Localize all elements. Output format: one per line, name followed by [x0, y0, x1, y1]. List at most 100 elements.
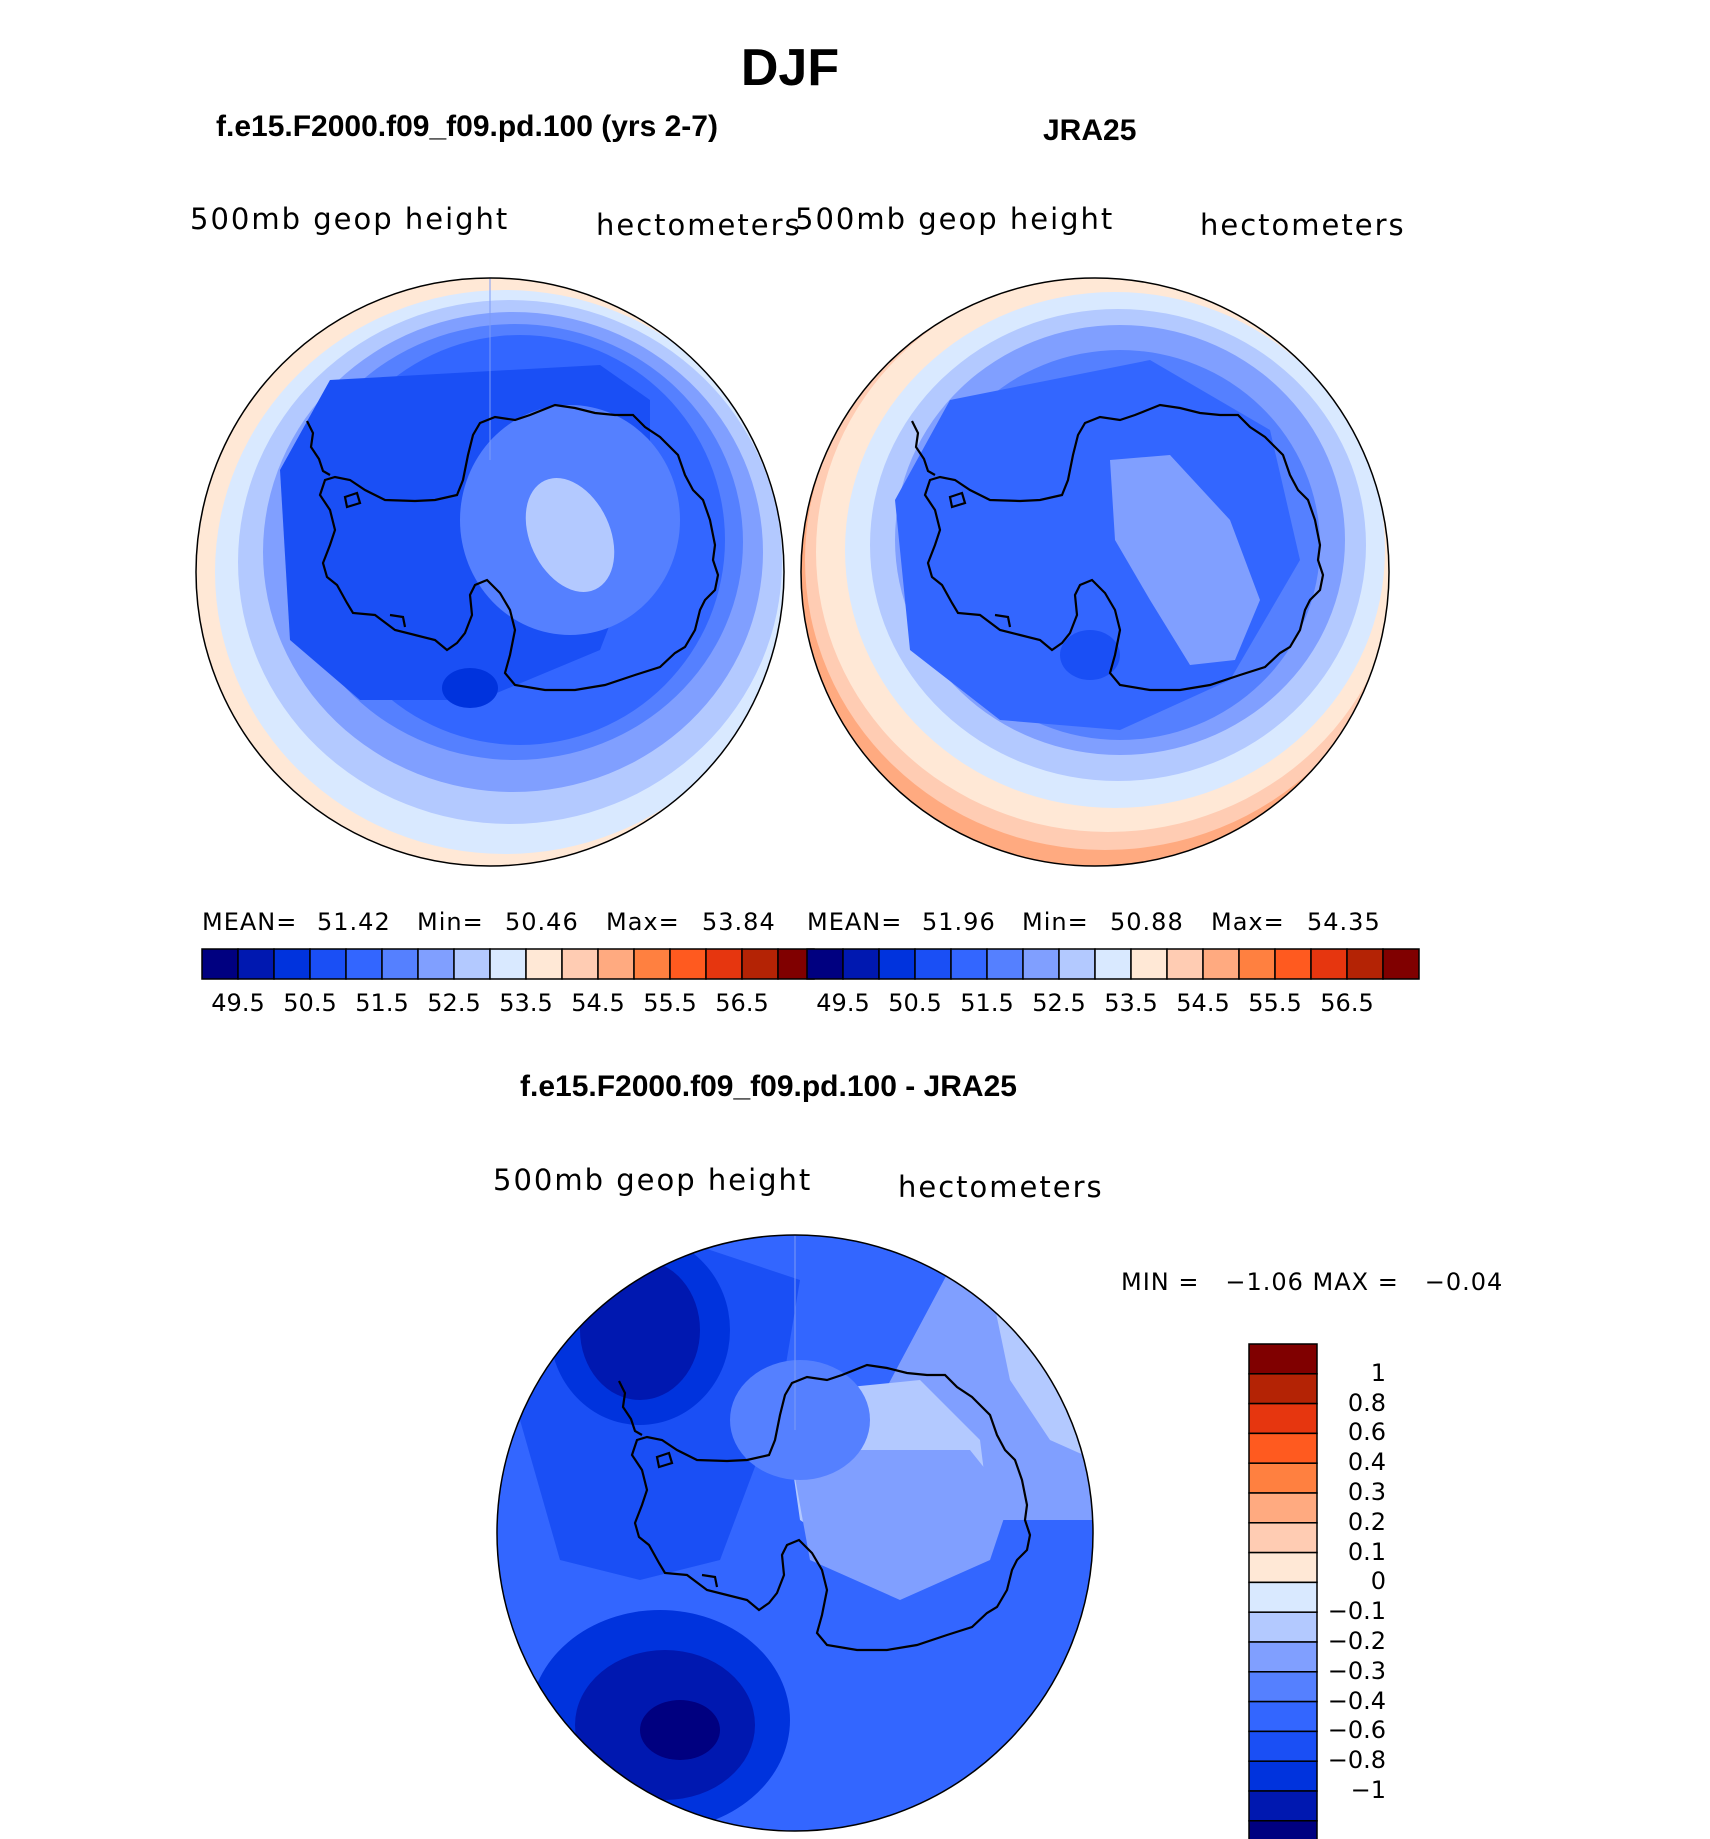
panel2-units-label: hectometers	[1200, 208, 1406, 242]
diff-field-label: 500mb geop height	[493, 1163, 813, 1197]
panel2-mean-value: 51.96	[922, 908, 996, 936]
colorbar-tick-label: 53.5	[499, 989, 553, 1017]
colorbar-swatch	[1248, 1373, 1318, 1405]
colorbar-swatch	[1248, 1343, 1318, 1375]
colorbar-swatch	[806, 948, 844, 980]
panel2-map	[801, 278, 1389, 866]
colorbar-swatch	[525, 948, 563, 980]
panel1-map	[196, 278, 784, 866]
colorbar-tick-label: 1	[1370, 1358, 1386, 1387]
figure-title: DJF	[740, 39, 840, 97]
colorbar-tick-label: 51.5	[960, 989, 1014, 1017]
colorbar-tick-label: 49.5	[816, 989, 870, 1017]
panel1-subtitle: f.e15.F2000.f09_f09.pd.100 (yrs 2-7)	[216, 110, 718, 143]
colorbar-tick-label: 50.5	[888, 989, 942, 1017]
colorbar-swatch	[1248, 1671, 1318, 1703]
panel2-max-label: Max=	[1211, 908, 1285, 936]
colorbar-swatch	[741, 948, 779, 980]
colorbar-swatch	[1248, 1551, 1318, 1584]
colorbar-swatch	[669, 948, 707, 980]
colorbar-swatch	[705, 948, 743, 980]
colorbar-tick-label: −0.1	[1327, 1597, 1386, 1626]
panel1-min-value: 50.46	[505, 908, 579, 936]
panel2-subtitle: JRA25	[1043, 114, 1137, 147]
colorbar-swatch	[1346, 948, 1384, 980]
colorbar-tick-label: 50.5	[283, 989, 337, 1017]
colorbar-swatch	[1166, 948, 1204, 980]
colorbar-tick-label: 54.5	[571, 989, 625, 1017]
colorbar-swatch	[1238, 948, 1276, 980]
colorbar-tick-label: −0.3	[1327, 1656, 1386, 1685]
colorbar-swatch	[986, 948, 1024, 980]
colorbar-swatch	[1248, 1611, 1318, 1643]
colorbar-swatch	[914, 948, 952, 980]
diff-map	[497, 1235, 1093, 1831]
colorbar-tick-label: 0	[1370, 1567, 1386, 1596]
colorbar-tick-label: 49.5	[211, 989, 265, 1017]
colorbar-tick-label: 54.5	[1176, 989, 1230, 1017]
colorbar-swatch	[1248, 1402, 1318, 1435]
colorbar-tick-label: 0.4	[1347, 1448, 1386, 1477]
colorbar-swatch	[1248, 1522, 1318, 1554]
colorbar-swatch	[1094, 948, 1132, 980]
panel2-min-value: 50.88	[1110, 908, 1184, 936]
colorbar-swatch	[1130, 948, 1168, 980]
panel1-units-label: hectometers	[596, 208, 802, 242]
colorbar-swatch	[1248, 1790, 1318, 1822]
panel1-mean-label: MEAN=	[202, 908, 298, 936]
panel2-mean-label: MEAN=	[807, 908, 903, 936]
colorbar-tick-label: 55.5	[643, 989, 697, 1017]
colorbar-swatch	[201, 948, 239, 980]
colorbar-swatch	[1022, 948, 1060, 980]
colorbar-tick-label: −1	[1350, 1776, 1386, 1804]
colorbar-swatch	[1248, 1641, 1318, 1673]
colorbar-swatch	[1248, 1820, 1318, 1839]
colorbar-swatch	[597, 948, 635, 980]
colorbar-swatch	[1248, 1492, 1318, 1524]
colorbar-swatch	[489, 948, 527, 980]
colorbar-swatch	[1274, 948, 1312, 980]
colorbar-swatch	[1248, 1700, 1318, 1733]
colorbar-tick-label: 51.5	[355, 989, 409, 1017]
colorbar-swatch	[381, 948, 419, 980]
colorbar-swatch	[633, 948, 671, 980]
colorbar-tick-label: 52.5	[427, 989, 481, 1017]
colorbar-tick-label: 52.5	[1032, 989, 1086, 1017]
colorbar-swatch	[273, 948, 311, 980]
colorbar-tick-label: 0.3	[1347, 1478, 1386, 1506]
colorbar-tick-label: 0.8	[1347, 1388, 1386, 1417]
colorbar-swatch	[561, 948, 599, 980]
panel1-mean-value: 51.42	[317, 908, 391, 936]
panel1-min-label: Min=	[417, 908, 484, 936]
colorbar-swatch	[345, 948, 383, 980]
colorbar-tick-label: −0.8	[1327, 1746, 1386, 1775]
colorbar-swatch	[237, 948, 275, 980]
panel1-max-value: 53.84	[702, 908, 776, 936]
colorbar-tick-label: −0.4	[1327, 1686, 1386, 1715]
colorbar-tick-label: 0.2	[1347, 1507, 1386, 1536]
colorbar-tick-label: 0.6	[1347, 1418, 1386, 1447]
colorbar-swatch	[1248, 1730, 1318, 1762]
panel1-colorbar	[201, 948, 815, 980]
panel2-colorbar	[806, 948, 1420, 980]
diff-subtitle: f.e15.F2000.f09_f09.pd.100 - JRA25	[520, 1070, 1017, 1103]
panel1-field-label: 500mb geop height	[190, 202, 510, 236]
colorbar-swatch	[878, 948, 916, 980]
colorbar-swatch	[842, 948, 880, 980]
panel2-field-label: 500mb geop height	[795, 202, 1115, 236]
colorbar-tick-label: 56.5	[1320, 989, 1374, 1017]
colorbar-swatch	[1058, 948, 1096, 980]
colorbar-tick-label: 53.5	[1104, 989, 1158, 1017]
colorbar-swatch	[417, 948, 455, 980]
colorbar-swatch	[1248, 1462, 1318, 1494]
panel1-max-label: Max=	[606, 908, 680, 936]
colorbar-tick-label: −0.2	[1327, 1627, 1386, 1655]
colorbar-swatch	[1248, 1760, 1318, 1792]
colorbar-swatch	[1382, 948, 1420, 980]
colorbar-swatch	[1202, 948, 1240, 980]
colorbar-swatch	[309, 948, 347, 980]
colorbar-tick-label: −0.6	[1327, 1716, 1386, 1745]
colorbar-swatch	[1248, 1581, 1318, 1613]
panel2-max-value: 54.35	[1307, 908, 1381, 936]
